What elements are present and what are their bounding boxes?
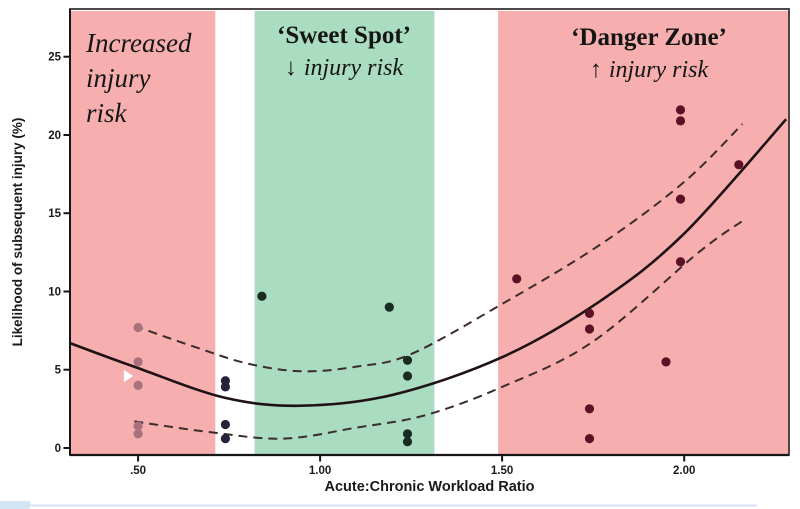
zone-sweet-spot [254, 11, 435, 454]
sweet-spot-label: ‘Sweet Spot’ ↓ injury risk [277, 22, 411, 82]
data-point [257, 291, 267, 301]
data-point [384, 302, 394, 312]
data-point [133, 429, 143, 439]
ci-lower-curve [134, 220, 743, 440]
danger-zone-title: ‘Danger Zone’ [571, 24, 727, 51]
danger-zone-label: ‘Danger Zone’ ↑ injury risk [571, 24, 727, 84]
increased-risk-label: Increased injury risk [86, 26, 191, 131]
data-point [133, 380, 143, 390]
fit-curve [69, 118, 788, 408]
data-point [402, 437, 413, 447]
data-point [133, 322, 143, 333]
y-tick-label: 15 [48, 208, 61, 220]
increased-risk-line2: injury [86, 63, 151, 93]
data-point [133, 357, 143, 367]
data-point [584, 308, 595, 318]
data-point [675, 194, 686, 204]
data-point [220, 382, 230, 392]
sweet-spot-subtitle-text: injury risk [303, 55, 404, 81]
data-point [512, 274, 522, 284]
data-point [220, 434, 230, 444]
data-point [133, 421, 143, 431]
x-tick-label: 1.00 [309, 465, 331, 477]
data-point [734, 160, 744, 170]
ci-upper-curve [134, 123, 744, 373]
down-arrow-icon: ↓ [284, 55, 297, 81]
y-tick-label: 25 [48, 52, 61, 64]
sweet-spot-subtitle: ↓ injury risk [277, 55, 411, 82]
data-point [402, 355, 413, 365]
zone-danger-zone [498, 11, 789, 454]
y-tick-label: 10 [48, 287, 61, 299]
y-tick-label: 20 [48, 130, 61, 142]
data-point [220, 419, 230, 430]
cursor-artifact [123, 369, 134, 383]
data-point [584, 434, 595, 444]
zone-increased-injury-risk [70, 11, 216, 454]
x-tick-label: 1.50 [491, 465, 513, 477]
screenshot-corner-artifact [0, 501, 30, 509]
data-point [675, 105, 686, 115]
increased-risk-line1: Increased [86, 28, 192, 58]
y-axis-title: Likelihood of subsequent injury (%) [10, 117, 25, 347]
x-tick-label: 2.00 [673, 465, 695, 477]
increased-risk-line3: risk [86, 98, 127, 128]
x-tick-label: .50 [130, 465, 146, 477]
data-point [675, 116, 686, 126]
x-axis-title: Acute:Chronic Workload Ratio [324, 479, 535, 495]
y-tick-label: 5 [55, 365, 62, 377]
data-point [402, 429, 413, 439]
y-tick-label: 0 [55, 443, 61, 455]
danger-zone-subtitle-text: injury risk [608, 57, 709, 83]
up-arrow-icon: ↑ [589, 57, 602, 83]
data-point [402, 371, 413, 381]
data-point [584, 404, 595, 414]
data-point [661, 357, 671, 367]
danger-zone-subtitle: ↑ injury risk [571, 57, 727, 84]
data-point [675, 257, 686, 267]
sweet-spot-title: ‘Sweet Spot’ [276, 22, 412, 49]
data-point [584, 324, 595, 334]
